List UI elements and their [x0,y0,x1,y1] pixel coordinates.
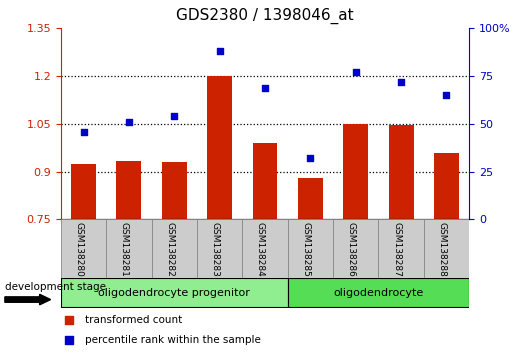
Bar [298,178,323,219]
Text: GSM138286: GSM138286 [347,222,356,277]
Text: GSM138288: GSM138288 [437,222,446,277]
Bar [152,219,197,280]
Point [80,129,88,135]
Text: percentile rank within the sample: percentile rank within the sample [85,335,261,346]
Point [442,92,450,98]
Point [170,113,179,119]
Text: development stage: development stage [5,282,106,292]
Text: GSM138283: GSM138283 [210,222,219,277]
Text: transformed count: transformed count [85,315,183,325]
Bar [423,219,469,280]
Text: GSM138284: GSM138284 [256,222,265,276]
Bar [107,219,152,280]
Bar [197,219,242,280]
Bar [71,164,96,219]
Bar [388,126,413,219]
Bar [434,153,459,219]
Bar [333,219,378,280]
Title: GDS2380 / 1398046_at: GDS2380 / 1398046_at [176,8,354,24]
Point [397,79,405,85]
Bar [117,161,142,219]
Text: oligodendrocyte progenitor: oligodendrocyte progenitor [99,288,250,298]
Bar [61,219,107,280]
Text: GSM138285: GSM138285 [302,222,311,277]
Text: GSM138282: GSM138282 [165,222,174,276]
Bar [162,162,187,219]
Bar [288,279,469,307]
Bar [378,219,423,280]
Text: GSM138280: GSM138280 [75,222,84,277]
Text: oligodendrocyte: oligodendrocyte [333,288,423,298]
Bar [242,219,288,280]
Bar [252,143,278,219]
Bar [207,76,232,219]
Text: GSM138281: GSM138281 [120,222,129,277]
Bar [288,219,333,280]
Point [306,155,315,161]
Bar [61,279,288,307]
Text: GSM138287: GSM138287 [392,222,401,277]
Point [65,337,73,343]
Point [125,119,133,125]
Point [65,317,73,323]
Point [215,48,224,54]
FancyArrow shape [5,294,50,305]
Point [261,85,269,90]
Bar [343,124,368,219]
Point [351,69,360,75]
